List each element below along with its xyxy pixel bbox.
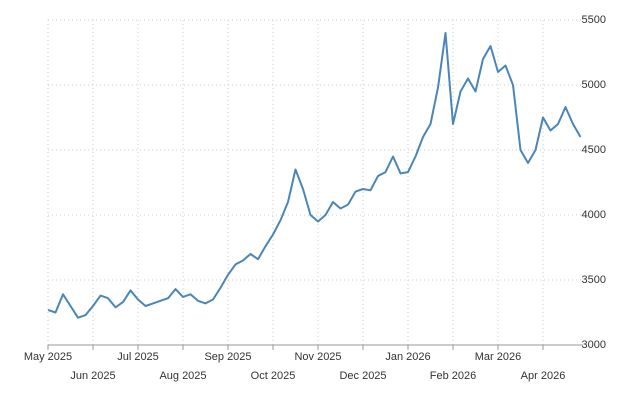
y-tick-label: 5000 xyxy=(582,79,606,91)
x-tick-label: Jun 2025 xyxy=(70,370,115,382)
x-tick-label: Apr 2026 xyxy=(521,370,566,382)
x-tick-label: May 2025 xyxy=(24,351,72,363)
x-tick-label: Oct 2025 xyxy=(251,370,296,382)
x-tick-label: Jul 2025 xyxy=(117,351,159,363)
x-tick-label: Mar 2026 xyxy=(475,351,521,363)
price-line xyxy=(47,32,582,319)
x-tick-label: Feb 2026 xyxy=(430,370,476,382)
y-tick-label: 4500 xyxy=(582,144,606,156)
y-tick-label: 3000 xyxy=(582,339,606,351)
x-tick-label: Sep 2025 xyxy=(204,351,251,363)
x-tick-label: Aug 2025 xyxy=(159,370,206,382)
y-tick-label: 4000 xyxy=(582,209,606,221)
x-tick-label: Jan 2026 xyxy=(385,351,430,363)
y-tick-label: 3500 xyxy=(582,274,606,286)
x-tick-label: Dec 2025 xyxy=(339,370,386,382)
x-tick-label: Nov 2025 xyxy=(294,351,341,363)
y-tick-label: 5500 xyxy=(582,14,606,26)
